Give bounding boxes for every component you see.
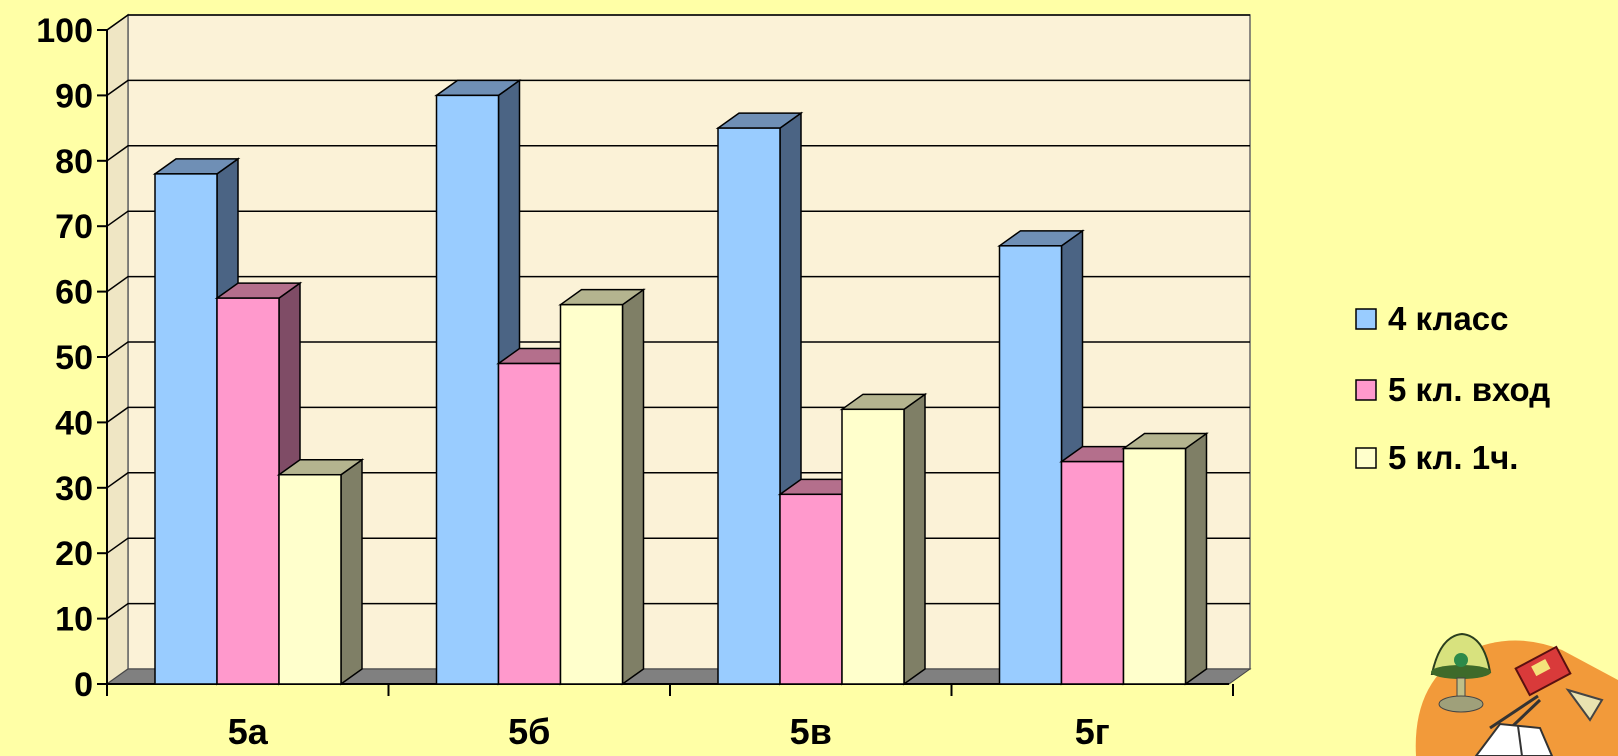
x-axis: 5а 5б 5в 5г [106, 683, 1234, 752]
legend-item: 5 кл. вход [1355, 371, 1550, 408]
y-tick-label: 80 [55, 143, 93, 181]
x-tick-label: 5б [508, 711, 550, 752]
bar [558, 288, 646, 686]
bar-front [998, 245, 1063, 685]
y-tick-label: 100 [36, 12, 93, 50]
y-tick-label: 50 [55, 339, 93, 377]
bar-side [1184, 432, 1208, 686]
legend-swatch [1355, 379, 1377, 401]
y-tick-label: 60 [55, 274, 93, 312]
x-tick-label: 5в [790, 711, 832, 752]
gridline [106, 341, 1250, 358]
bar-front [717, 127, 781, 685]
bar-side [340, 458, 363, 686]
y-axis: 0 10 20 30 40 50 60 70 80 90 100 [36, 12, 108, 704]
bar-front [559, 303, 624, 685]
x-tick-label: 5а [228, 711, 269, 752]
bar-front [497, 362, 562, 685]
y-tick-label: 30 [55, 470, 93, 508]
legend-swatch [1355, 308, 1377, 330]
bar-front [1122, 447, 1187, 685]
gridline [106, 275, 1250, 293]
bar-front [779, 493, 843, 685]
bar [839, 392, 928, 686]
y-tick-label: 40 [55, 404, 93, 442]
bar-front [841, 408, 905, 685]
legend-item: 4 класс [1355, 300, 1508, 337]
y-tick-label: 0 [74, 666, 93, 704]
legend-label: 5 кл. 1ч. [1388, 439, 1518, 476]
legend-label: 5 кл. вход [1388, 371, 1550, 408]
bar-side [903, 392, 926, 686]
bar-side [621, 288, 645, 686]
y-tick-label: 70 [55, 208, 93, 246]
bar [715, 111, 804, 686]
y-tick-label: 20 [55, 535, 93, 573]
bar-front [154, 173, 218, 685]
gridline [106, 145, 1250, 162]
y-tick-label: 90 [55, 77, 93, 115]
bar [276, 458, 365, 686]
bar-front [1060, 460, 1125, 685]
bar-front [216, 297, 280, 685]
bar [1121, 432, 1209, 686]
gridline [106, 14, 1250, 31]
bar-front [435, 94, 500, 685]
legend-label: 4 класс [1388, 300, 1508, 337]
y-tick-label: 10 [55, 601, 93, 639]
bars [152, 78, 1209, 686]
desk-lamp-books-clipart-icon [1415, 632, 1618, 756]
gridline [106, 210, 1250, 227]
gridline [106, 79, 1250, 97]
x-tick-label: 5г [1075, 711, 1110, 752]
bar-front [278, 473, 342, 685]
legend-item: 5 кл. 1ч. [1355, 439, 1518, 476]
legend: 4 класс 5 кл. вход 5 кл. 1ч. [1355, 300, 1550, 476]
legend-swatch [1355, 447, 1377, 469]
